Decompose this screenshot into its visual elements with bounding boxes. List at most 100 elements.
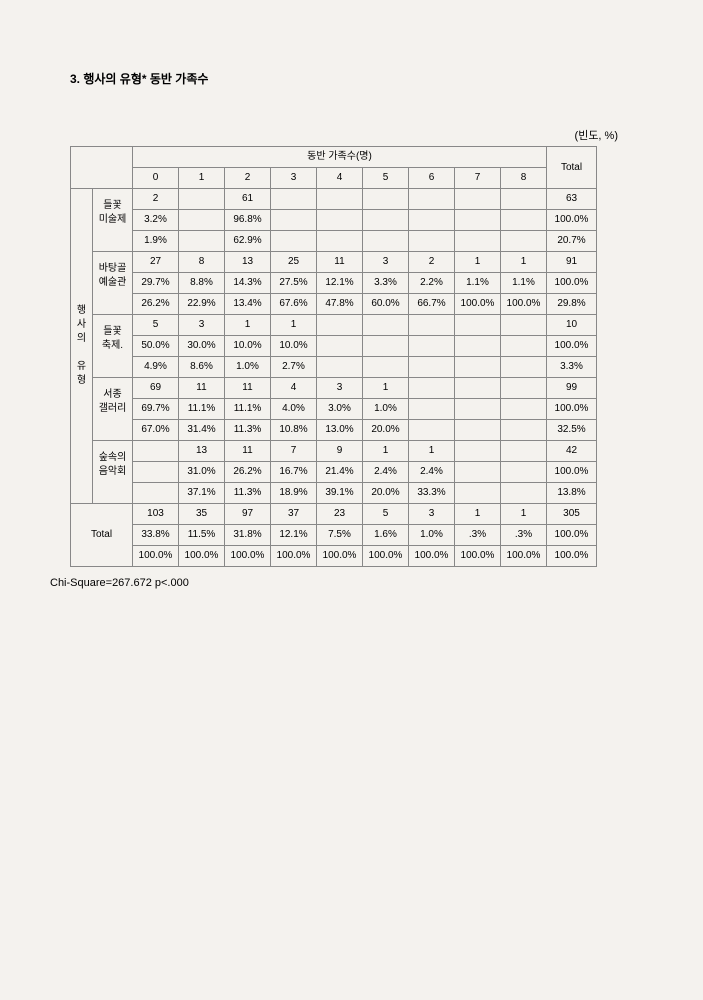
total-cell: 100.0% (179, 546, 225, 567)
cell: 69 (133, 378, 179, 399)
cell (455, 399, 501, 420)
header-group: 동반 가족수(명) (133, 147, 547, 168)
cell: 1 (271, 315, 317, 336)
total-cell: 100.0% (225, 546, 271, 567)
cell: 21.4% (317, 462, 363, 483)
cell: 11.3% (225, 483, 271, 504)
cell: 13 (179, 441, 225, 462)
cell: 10.8% (271, 420, 317, 441)
cell: 31.0% (179, 462, 225, 483)
cell (501, 378, 547, 399)
cell: 4.0% (271, 399, 317, 420)
cell (501, 399, 547, 420)
cell (501, 231, 547, 252)
total-cell: 33.8% (133, 525, 179, 546)
cell: 32.5% (547, 420, 597, 441)
cell (455, 357, 501, 378)
chi-square-note: Chi-Square=267.672 p<.000 (50, 577, 653, 589)
cell (317, 210, 363, 231)
cell (317, 336, 363, 357)
cell (455, 441, 501, 462)
cell: 2 (133, 189, 179, 210)
total-cell: 100.0% (455, 546, 501, 567)
cell: 13.0% (317, 420, 363, 441)
cell (317, 231, 363, 252)
total-cell: 100.0% (409, 546, 455, 567)
col-header-3: 3 (271, 168, 317, 189)
cell: 63 (547, 189, 597, 210)
cell: 10 (547, 315, 597, 336)
cell (179, 210, 225, 231)
cell: 100.0% (547, 336, 597, 357)
total-label: Total (71, 504, 133, 567)
cell: 20.0% (363, 483, 409, 504)
total-cell: .3% (501, 525, 547, 546)
total-cell: 3 (409, 504, 455, 525)
total-cell: 100.0% (501, 546, 547, 567)
cell: 61 (225, 189, 271, 210)
total-cell: 100.0% (317, 546, 363, 567)
cell (409, 315, 455, 336)
cell: 3 (317, 378, 363, 399)
total-cell: 100.0% (133, 546, 179, 567)
cell: 62.9% (225, 231, 271, 252)
cell (501, 420, 547, 441)
cell (409, 378, 455, 399)
cell: 1.0% (225, 357, 271, 378)
total-cell: 1 (455, 504, 501, 525)
cell: 100.0% (547, 273, 597, 294)
cell: 1 (409, 441, 455, 462)
cell: 3.2% (133, 210, 179, 231)
cell: 11.1% (225, 399, 271, 420)
cell (317, 189, 363, 210)
cell: 8.6% (179, 357, 225, 378)
cell: 20.0% (363, 420, 409, 441)
cell: 1 (363, 441, 409, 462)
cell: 3.3% (363, 273, 409, 294)
cell: 1.1% (501, 273, 547, 294)
total-cell: 100.0% (547, 525, 597, 546)
cell: 9 (317, 441, 363, 462)
cell: 11 (225, 441, 271, 462)
cell: 7 (271, 441, 317, 462)
cell: 2.4% (363, 462, 409, 483)
section-title: 3. 행사의 유형* 동반 가족수 (70, 70, 653, 87)
cell: 27.5% (271, 273, 317, 294)
cell: 11 (317, 252, 363, 273)
cell (501, 441, 547, 462)
cell: 2.2% (409, 273, 455, 294)
cell: 1 (225, 315, 271, 336)
cell: 1.9% (133, 231, 179, 252)
row-label-0: 들꽃미술제 (93, 189, 133, 252)
cell (455, 483, 501, 504)
col-header-1: 1 (179, 168, 225, 189)
col-header-7: 7 (455, 168, 501, 189)
cell: 100.0% (547, 399, 597, 420)
col-header-5: 5 (363, 168, 409, 189)
cell (409, 189, 455, 210)
row-label-1: 바탕골예술관 (93, 252, 133, 315)
total-cell: 5 (363, 504, 409, 525)
cell: 60.0% (363, 294, 409, 315)
cell: 11 (179, 378, 225, 399)
total-cell: 100.0% (271, 546, 317, 567)
cell (455, 462, 501, 483)
row-label-3: 서종갤러리 (93, 378, 133, 441)
cell (363, 336, 409, 357)
cell: 4 (271, 378, 317, 399)
cell (455, 420, 501, 441)
cell (455, 336, 501, 357)
corner-blank (71, 147, 133, 189)
cell: 30.0% (179, 336, 225, 357)
total-cell: 305 (547, 504, 597, 525)
cell: 2 (409, 252, 455, 273)
cell: 67.0% (133, 420, 179, 441)
cell (363, 189, 409, 210)
cell (455, 378, 501, 399)
cell (271, 231, 317, 252)
cell (179, 231, 225, 252)
cell: 47.8% (317, 294, 363, 315)
cell (271, 189, 317, 210)
total-cell: 100.0% (363, 546, 409, 567)
cell: 67.6% (271, 294, 317, 315)
